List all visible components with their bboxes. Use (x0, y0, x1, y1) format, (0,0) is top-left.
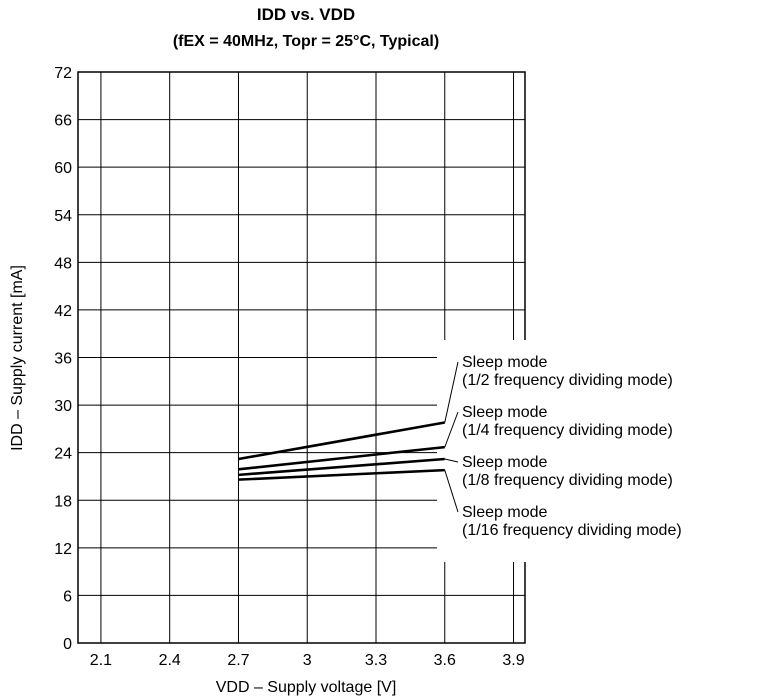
annotation-background (437, 340, 757, 562)
y-tick-labels: 0 6 12 18 24 30 36 42 48 54 60 66 72 (54, 65, 72, 653)
series-line-1 (238, 421, 445, 461)
y-tick-label: 60 (54, 160, 72, 177)
series-annotation-1: Sleep mode (462, 354, 547, 371)
x-tick-label: 3.9 (502, 652, 524, 669)
x-tick-label: 2.4 (159, 652, 181, 669)
chart-title: IDD vs. VDD (257, 5, 355, 24)
y-tick-label: 42 (54, 303, 72, 320)
y-tick-label: 0 (63, 636, 72, 653)
y-tick-label: 24 (54, 446, 72, 463)
y-tick-label: 66 (54, 113, 72, 130)
x-tick-label: 2.7 (227, 652, 249, 669)
series-annotation-2: Sleep mode (462, 404, 547, 421)
y-tick-label: 48 (54, 255, 72, 272)
series-annotation-2: (1/4 frequency dividing mode) (462, 422, 673, 439)
x-tick-labels: 2.1 2.4 2.7 3 3.3 3.6 3.9 (90, 652, 525, 669)
annotation-leaders (444, 361, 459, 513)
annotation-leader-3 (444, 458, 459, 463)
annotation-leader-4 (444, 469, 459, 513)
y-tick-label: 72 (54, 65, 72, 82)
y-tick-label: 54 (54, 208, 72, 225)
annotation-leader-1 (444, 361, 459, 423)
y-tick-label: 30 (54, 398, 72, 415)
series-line-2 (238, 445, 445, 471)
annotation-leader-2 (444, 411, 459, 448)
x-tick-label: 3.3 (365, 652, 387, 669)
series-line-3 (238, 457, 445, 477)
y-tick-label: 18 (54, 493, 72, 510)
series-line-4 (238, 468, 445, 481)
x-tick-label: 3.6 (434, 652, 456, 669)
series-annotation-1: (1/2 frequency dividing mode) (462, 372, 673, 389)
series-annotations: Sleep mode(1/2 frequency dividing mode)S… (462, 354, 682, 539)
series-annotation-3: (1/8 frequency dividing mode) (462, 472, 673, 489)
x-axis-label: VDD – Supply voltage [V] (216, 679, 397, 696)
series-annotation-4: (1/16 frequency dividing mode) (462, 522, 682, 539)
series-lines (238, 421, 445, 481)
y-tick-label: 12 (54, 541, 72, 558)
x-tick-label: 3 (303, 652, 312, 669)
y-axis-label: IDD – Supply current [mA] (9, 265, 26, 451)
y-tick-label: 36 (54, 351, 72, 368)
x-tick-label: 2.1 (90, 652, 112, 669)
series-annotation-3: Sleep mode (462, 454, 547, 471)
series-annotation-4: Sleep mode (462, 504, 547, 521)
chart-subtitle: (fEX = 40MHz, Topr = 25°C, Typical) (173, 33, 439, 50)
y-tick-label: 6 (63, 588, 72, 605)
